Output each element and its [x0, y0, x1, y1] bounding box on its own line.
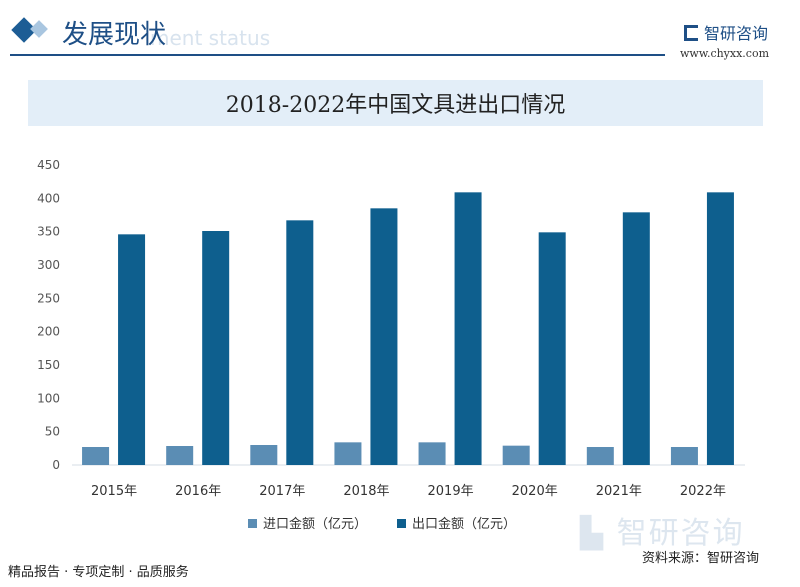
- footer-slogan: 精品报告 · 专项定制 · 品质服务: [8, 565, 189, 580]
- x-tick-label: 2020年: [512, 484, 558, 499]
- y-tick-label: 150: [37, 358, 60, 372]
- x-tick-label: 2015年: [91, 484, 137, 499]
- bar-export: [622, 212, 650, 465]
- brand-name: 智研咨询: [704, 24, 769, 43]
- bar-import: [334, 442, 362, 465]
- y-tick-label: 250: [37, 291, 60, 305]
- bar-export: [118, 234, 146, 465]
- header-ghost-text: ment status: [150, 26, 271, 50]
- legend-swatch-export: [397, 519, 407, 528]
- bar-import: [418, 442, 446, 465]
- chart-title-band: 2018-2022年中国文具进出口情况: [28, 80, 763, 126]
- y-tick-label: 350: [37, 225, 60, 239]
- bar-export: [538, 232, 566, 465]
- legend-label-import: 进口金额（亿元）: [263, 517, 368, 532]
- bar-export: [454, 192, 482, 466]
- y-tick-label: 300: [37, 258, 60, 272]
- bar-import: [250, 445, 278, 465]
- x-tick-label: 2017年: [259, 484, 305, 499]
- brand-icon: [684, 25, 698, 41]
- bar-import: [82, 447, 110, 465]
- source-note: 资料来源：智研咨询: [642, 551, 760, 566]
- bar-export: [202, 231, 230, 465]
- y-tick-label: 0: [52, 458, 60, 472]
- bar-export: [286, 220, 314, 465]
- header-divider: [10, 54, 665, 56]
- y-tick-label: 450: [37, 158, 60, 172]
- brand-url: www.chyxx.com: [680, 47, 770, 60]
- y-tick-label: 400: [37, 191, 60, 205]
- x-tick-label: 2016年: [175, 484, 221, 499]
- y-tick-label: 50: [45, 425, 60, 439]
- section-title: 发展现状: [62, 20, 167, 50]
- x-tick-label: 2022年: [680, 484, 726, 499]
- bar-export: [706, 192, 734, 466]
- y-tick-label: 100: [37, 391, 60, 405]
- watermark-text: 智研咨询: [616, 516, 745, 551]
- bar-import: [670, 447, 698, 465]
- chart-legend: 进口金额（亿元） 出口金额（亿元）: [248, 513, 516, 532]
- bar-export: [370, 208, 398, 466]
- bar-import: [502, 445, 530, 465]
- x-tick-label: 2019年: [428, 484, 474, 499]
- legend-item-import: 进口金额（亿元）: [248, 513, 367, 532]
- bar-import: [586, 447, 614, 465]
- legend-label-export: 出口金额（亿元）: [412, 517, 517, 532]
- bar-import: [166, 446, 194, 465]
- y-tick-label: 200: [37, 325, 60, 339]
- legend-item-export: 出口金额（亿元）: [397, 513, 516, 532]
- legend-swatch-import: [248, 519, 257, 528]
- watermark-logo: ▙ 智研咨询: [580, 516, 745, 551]
- x-tick-label: 2021年: [596, 484, 642, 499]
- chart-title: 2018-2022年中国文具进出口情况: [225, 93, 566, 118]
- x-tick-label: 2018年: [343, 484, 389, 499]
- brand-logo: 智研咨询: [684, 20, 768, 44]
